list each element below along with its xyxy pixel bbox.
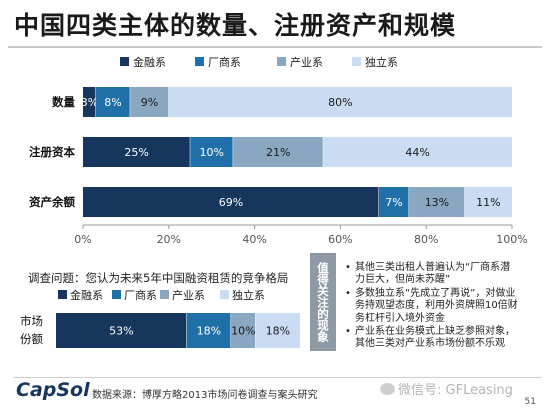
note-item: 产业系在业务模式上缺乏参照对象，其他三类对产业系市场份额不乐观	[345, 326, 520, 351]
legend-swatch-industry	[160, 290, 169, 299]
data-label: 8%	[104, 96, 121, 109]
data-label: 44%	[405, 146, 429, 159]
category-label: 注册资本	[29, 145, 75, 159]
data-label: 3%	[81, 96, 98, 109]
data-label: 53%	[109, 325, 133, 338]
page-number: 51	[524, 397, 536, 407]
data-label: 7%	[385, 196, 402, 209]
bar-segment-independent	[168, 87, 513, 117]
legend-label-industry: 产业系	[172, 288, 205, 302]
legend-label-industry: 产业系	[290, 55, 323, 69]
data-label: 80%	[328, 96, 352, 109]
category-label-line1: 市场	[20, 314, 43, 328]
wechat-icon	[380, 383, 395, 395]
category-label-line2: 份额	[20, 332, 43, 346]
data-label: 11%	[476, 196, 500, 209]
category-label: 数量	[52, 95, 75, 109]
note-item: 其他三类出租人普遍认为“厂商系潜力巨大，但尚未苏醒”	[345, 262, 520, 287]
bar-segment-finance	[83, 87, 96, 117]
title-divider	[8, 46, 542, 48]
category-label: 资产余额	[29, 195, 75, 209]
data-label: 69%	[219, 196, 243, 209]
wechat-watermark: 微信号: GFLeasing	[380, 379, 513, 398]
bar-segment-industry	[233, 137, 324, 167]
capsol-logo: CapSol	[16, 379, 90, 401]
bar-segment-independent	[323, 137, 512, 167]
x-tick-label: 20%	[157, 233, 181, 246]
legend-swatch-manufacturer	[195, 57, 204, 66]
bar-segment-finance	[56, 313, 187, 348]
legend-label-independent: 独立系	[365, 55, 398, 69]
bar-segment-manufacturer	[190, 137, 234, 167]
data-label: 25%	[124, 146, 148, 159]
legend-label-finance: 金融系	[70, 288, 103, 302]
legend-label-manufacturer: 厂商系	[208, 55, 241, 69]
observation-notes: 其他三类出租人普遍认为“厂商系潜力巨大，但尚未苏醒” 多数独立系“先成立了再说”…	[345, 262, 520, 352]
data-label: 21%	[266, 146, 290, 159]
legend-label-independent: 独立系	[232, 288, 265, 302]
bar-segment-independent	[255, 313, 300, 348]
legend-swatch-independent	[220, 290, 229, 299]
bar-segment-finance	[83, 137, 191, 167]
data-label: 13%	[425, 196, 449, 209]
bar-segment-industry	[409, 187, 465, 217]
bar-segment-finance	[83, 187, 380, 217]
survey-question: 调查问题：您认为未来5年中国融资租赁的竞争格局	[28, 271, 289, 285]
footer-divider	[14, 377, 542, 378]
note-item: 多数独立系“先成立了再说”，对做业务持观望态度，利用外资牌照10倍财务杠杆引入境…	[345, 288, 520, 325]
legend-swatch-industry	[277, 57, 286, 66]
bar-segment-industry	[230, 313, 256, 348]
x-tick-label: 80%	[414, 233, 438, 246]
legend-label-manufacturer: 厂商系	[124, 288, 157, 302]
bar-segment-industry	[130, 87, 169, 117]
x-tick-label: 100%	[496, 233, 527, 246]
bar-segment-independent	[464, 187, 512, 217]
bar-segment-manufacturer	[95, 87, 131, 117]
data-label: 10%	[231, 325, 255, 338]
legend-swatch-independent	[352, 57, 361, 66]
data-label: 18%	[266, 325, 290, 338]
data-label: 10%	[199, 146, 223, 159]
observation-label: 值得关注的现象	[310, 253, 336, 351]
x-tick-label: 60%	[328, 233, 352, 246]
watermark-text: 微信号: GFLeasing	[398, 383, 513, 398]
bar-segment-manufacturer	[186, 313, 231, 348]
data-label: 9%	[141, 96, 158, 109]
legend-swatch-manufacturer	[112, 290, 121, 299]
x-tick-label: 40%	[242, 233, 266, 246]
legend-swatch-finance	[120, 57, 129, 66]
data-source: 数据来源：博厚方略2013市场问卷调查与案头研究	[92, 390, 318, 401]
legend-swatch-finance	[58, 290, 67, 299]
data-label: 18%	[197, 325, 221, 338]
legend-label-finance: 金融系	[133, 55, 166, 69]
bar-segment-manufacturer	[379, 187, 410, 217]
x-tick-label: 0%	[74, 233, 91, 246]
page-title: 中国四类主体的数量、注册资产和规模	[14, 11, 457, 40]
